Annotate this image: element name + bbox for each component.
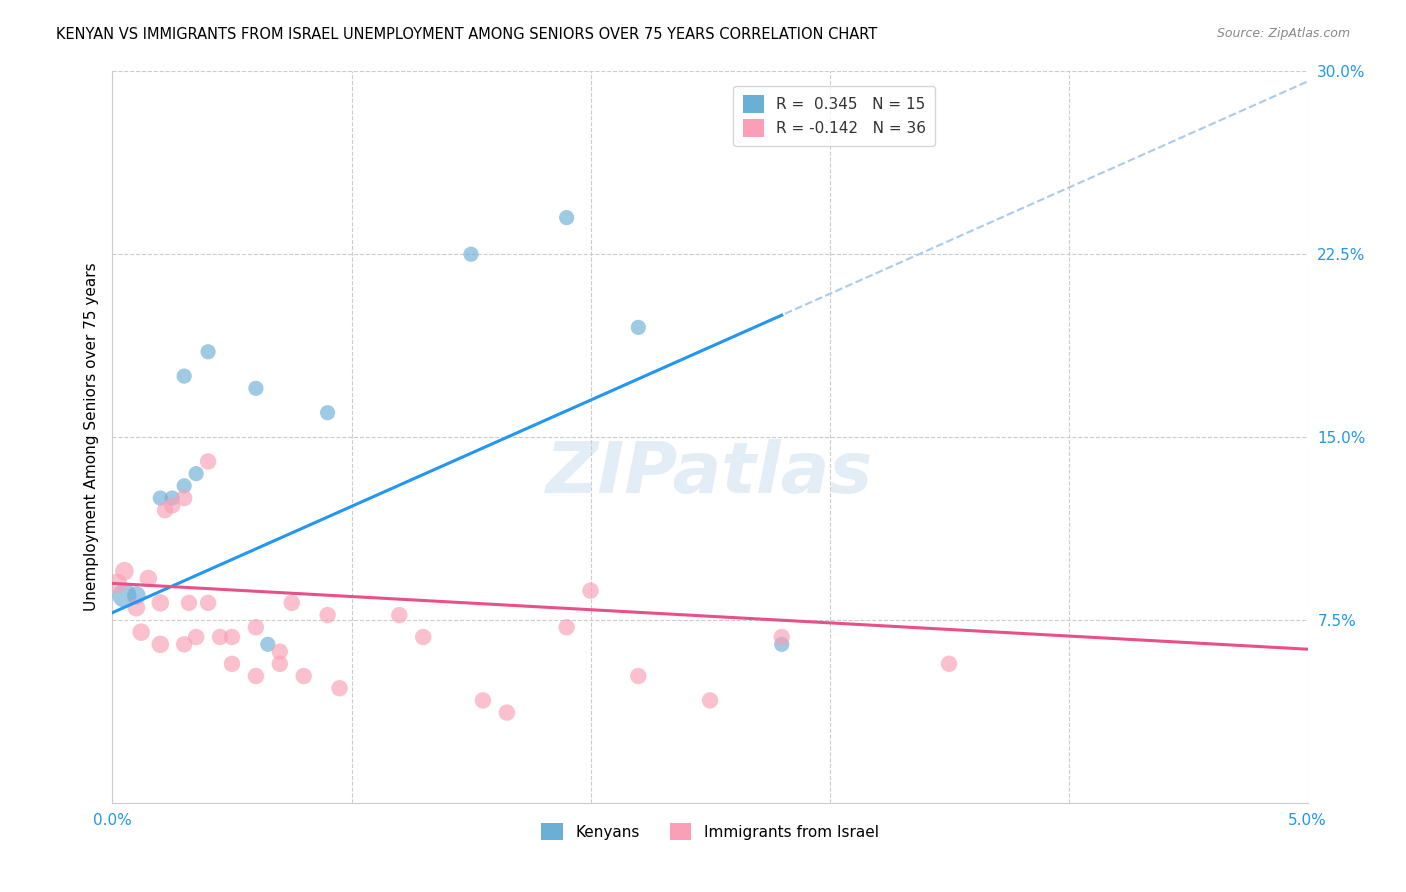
Point	[555, 620, 578, 634]
Point	[114, 564, 135, 578]
Point	[496, 706, 519, 720]
Point	[138, 572, 160, 586]
Point	[149, 491, 172, 505]
Point	[281, 596, 304, 610]
Point	[221, 657, 243, 671]
Point	[209, 630, 232, 644]
Point	[699, 693, 721, 707]
Point	[245, 620, 267, 634]
Point	[316, 406, 339, 420]
Point	[125, 589, 148, 603]
Point	[162, 491, 183, 505]
Point	[627, 320, 650, 334]
Point	[173, 369, 195, 384]
Text: Source: ZipAtlas.com: Source: ZipAtlas.com	[1216, 27, 1350, 40]
Point	[129, 625, 152, 640]
Text: ZIPatlas: ZIPatlas	[547, 439, 873, 508]
Point	[316, 608, 339, 623]
Point	[269, 645, 291, 659]
Point	[162, 499, 183, 513]
Legend: Kenyans, Immigrants from Israel: Kenyans, Immigrants from Israel	[536, 816, 884, 847]
Y-axis label: Unemployment Among Seniors over 75 years: Unemployment Among Seniors over 75 years	[83, 263, 98, 611]
Point	[555, 211, 578, 225]
Point	[186, 630, 208, 644]
Point	[412, 630, 434, 644]
Point	[186, 467, 208, 481]
Point	[149, 596, 172, 610]
Point	[257, 637, 280, 651]
Point	[114, 589, 135, 603]
Point	[245, 381, 267, 395]
Point	[770, 630, 793, 644]
Point	[269, 657, 291, 671]
Point	[292, 669, 315, 683]
Point	[153, 503, 176, 517]
Point	[579, 583, 602, 598]
Point	[197, 454, 219, 468]
Point	[245, 669, 267, 683]
Point	[770, 637, 793, 651]
Text: KENYAN VS IMMIGRANTS FROM ISRAEL UNEMPLOYMENT AMONG SENIORS OVER 75 YEARS CORREL: KENYAN VS IMMIGRANTS FROM ISRAEL UNEMPLO…	[56, 27, 877, 42]
Point	[627, 669, 650, 683]
Point	[105, 576, 128, 591]
Point	[388, 608, 411, 623]
Point	[938, 657, 960, 671]
Point	[197, 344, 219, 359]
Point	[177, 596, 200, 610]
Point	[329, 681, 352, 696]
Point	[125, 600, 148, 615]
Point	[197, 596, 219, 610]
Point	[173, 491, 195, 505]
Point	[460, 247, 482, 261]
Point	[472, 693, 495, 707]
Point	[149, 637, 172, 651]
Point	[221, 630, 243, 644]
Point	[173, 637, 195, 651]
Point	[173, 479, 195, 493]
